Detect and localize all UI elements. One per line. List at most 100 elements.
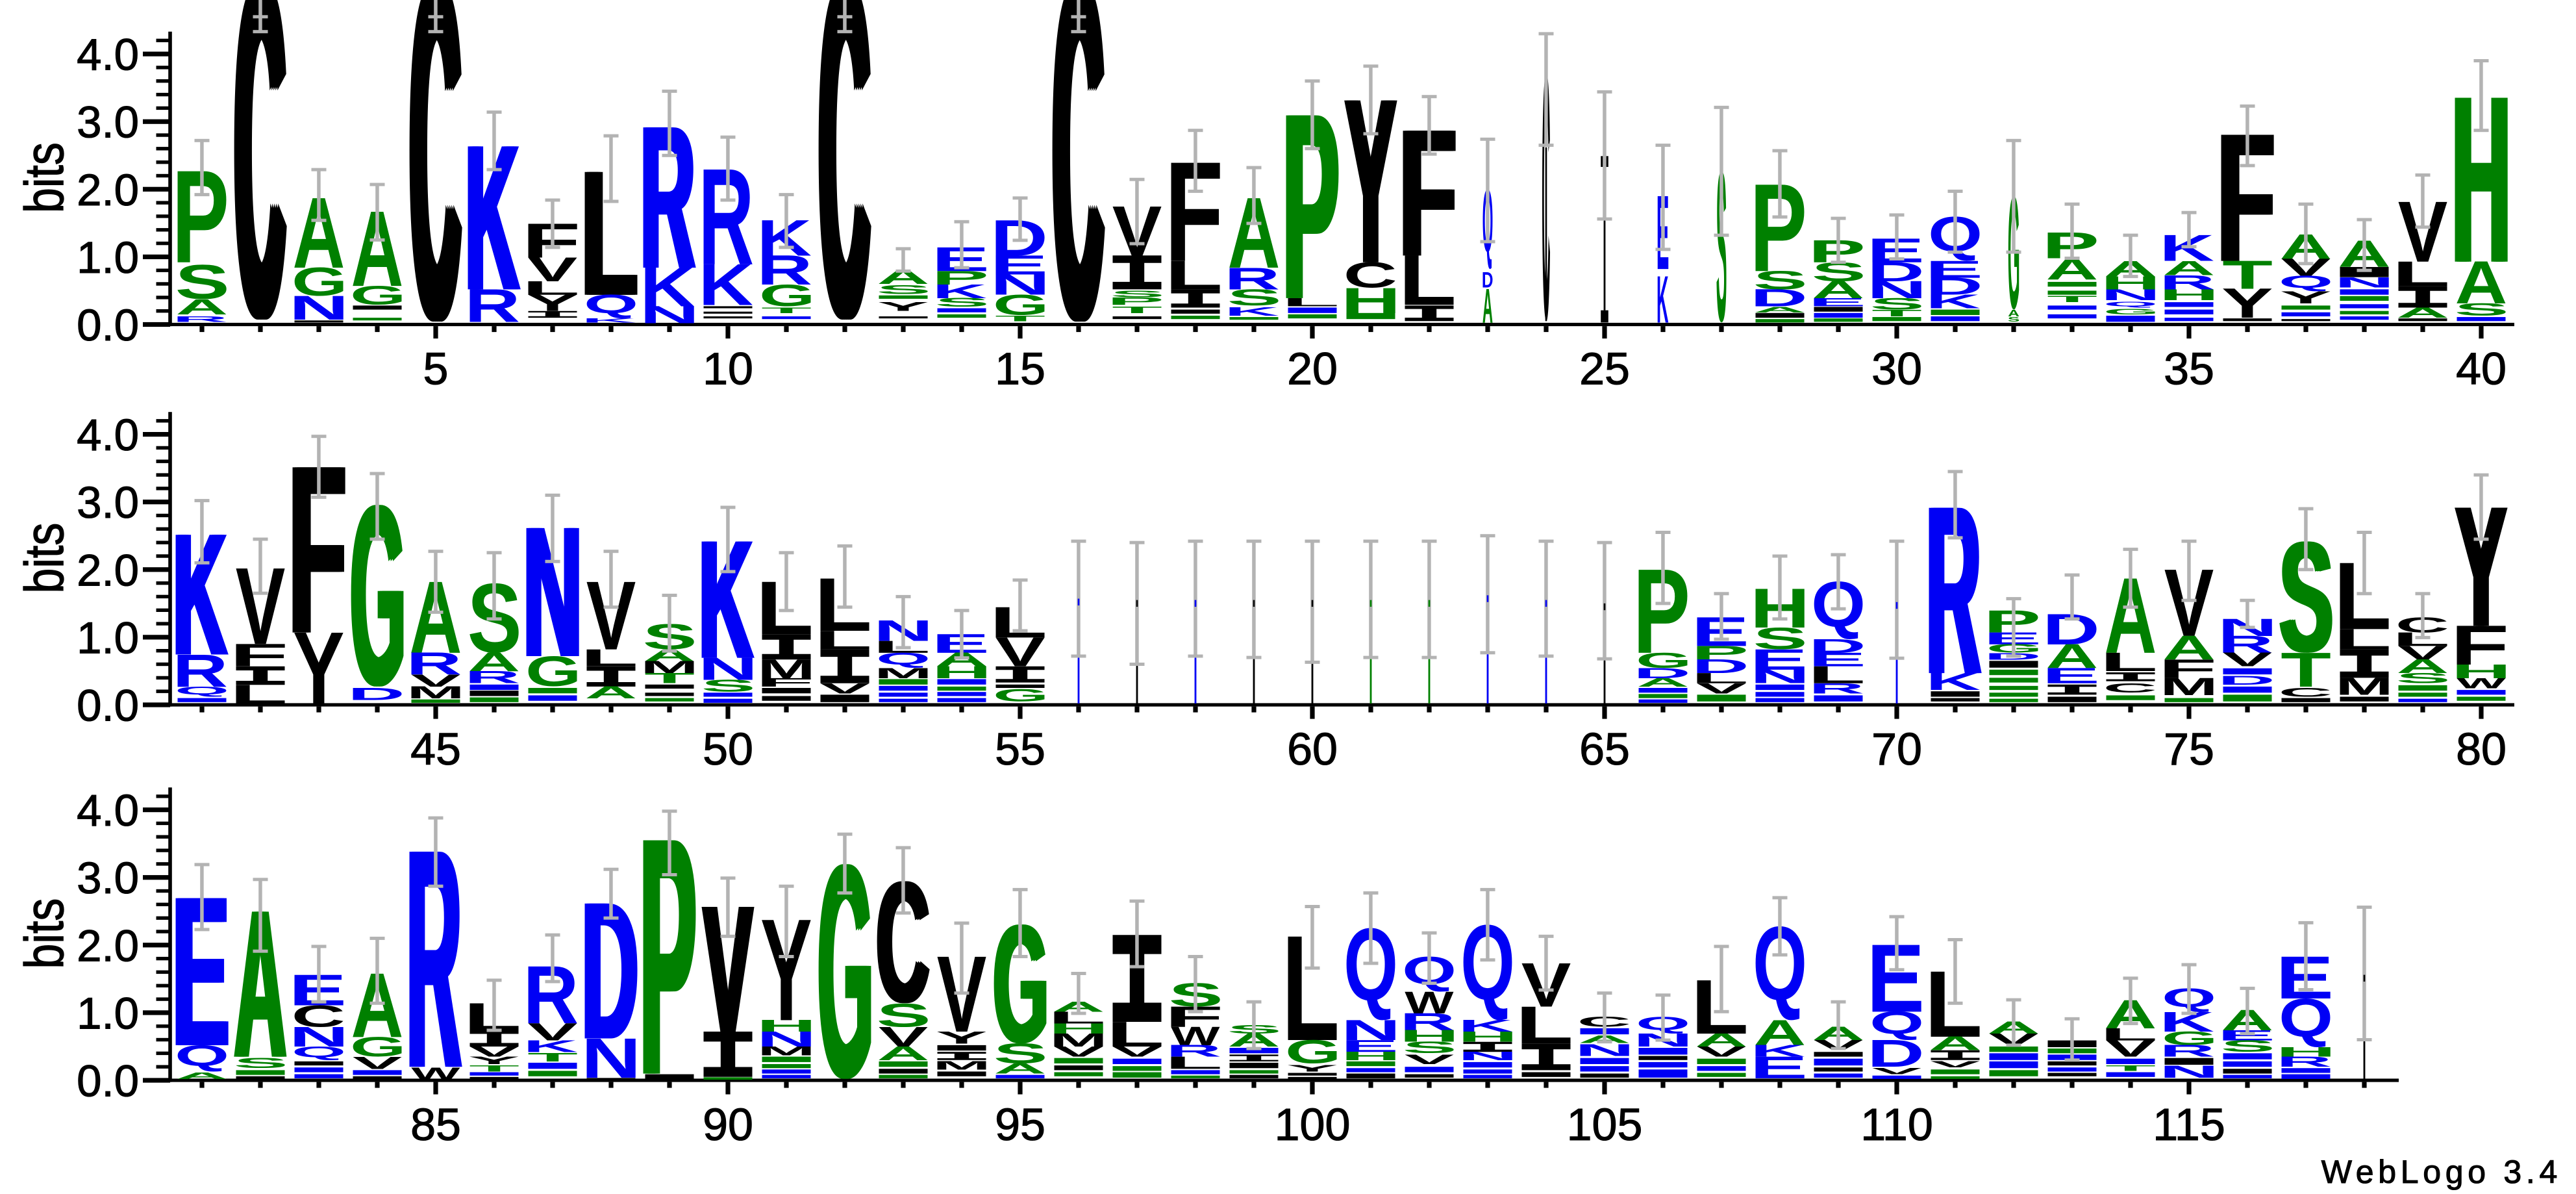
svg-text:S: S: [1110, 288, 1165, 299]
svg-text:T: T: [2105, 1064, 2156, 1073]
svg-text:L: L: [1808, 661, 1866, 688]
svg-text:105: 105: [1567, 1099, 1643, 1150]
svg-text:V: V: [879, 1021, 929, 1053]
svg-text:R: R: [2277, 1054, 2332, 1070]
svg-text:C: C: [1053, 0, 1103, 419]
svg-text:Y: Y: [468, 1054, 519, 1067]
svg-text:Y: Y: [877, 299, 929, 314]
svg-text:R: R: [1809, 680, 1865, 696]
svg-text:K: K: [1225, 305, 1279, 318]
svg-text:V: V: [1405, 1052, 1455, 1067]
svg-text:P: P: [1692, 642, 1749, 664]
svg-text:K: K: [697, 505, 751, 694]
svg-text:K: K: [640, 255, 695, 318]
svg-text:S: S: [935, 296, 990, 309]
svg-text:C: C: [233, 0, 282, 416]
svg-text:C: C: [816, 0, 865, 416]
svg-text:E: E: [990, 250, 1048, 281]
svg-text:V: V: [1872, 1067, 1922, 1076]
svg-text:N: N: [525, 488, 584, 696]
svg-text:50: 50: [703, 724, 753, 774]
svg-text:R: R: [405, 785, 459, 1134]
svg-text:A: A: [2163, 257, 2216, 279]
svg-text:R: R: [1924, 457, 1979, 725]
svg-text:C: C: [823, 0, 873, 416]
svg-text:L: L: [1691, 670, 1749, 686]
svg-text:V: V: [1697, 1043, 1747, 1060]
svg-text:N: N: [2159, 1061, 2219, 1082]
svg-text:S: S: [2277, 509, 2331, 685]
svg-text:S: S: [1716, 128, 1727, 366]
svg-text:75: 75: [2164, 724, 2214, 774]
svg-text:H: H: [2159, 286, 2219, 304]
svg-text:Q: Q: [292, 1043, 346, 1060]
svg-text:25: 25: [1579, 344, 1630, 394]
svg-text:90: 90: [703, 1099, 753, 1150]
svg-text:C: C: [818, 0, 867, 416]
svg-text:C: C: [414, 0, 464, 419]
svg-text:C: C: [237, 0, 286, 416]
svg-text:1.0: 1.0: [77, 988, 139, 1038]
svg-text:G: G: [820, 802, 875, 1141]
svg-text:R: R: [2160, 271, 2216, 294]
svg-text:E: E: [1808, 296, 1866, 309]
svg-text:N: N: [757, 1027, 816, 1051]
svg-text:95: 95: [995, 1099, 1045, 1150]
svg-text:L: L: [579, 134, 636, 333]
svg-text:T: T: [2047, 294, 2097, 304]
svg-text:K: K: [757, 210, 812, 267]
svg-text:N: N: [2334, 274, 2394, 290]
svg-text:H: H: [1049, 1021, 1108, 1037]
svg-text:D: D: [1867, 257, 1924, 287]
svg-text:S: S: [175, 255, 230, 309]
svg-text:R: R: [465, 668, 521, 687]
svg-text:A: A: [176, 295, 229, 319]
svg-text:A: A: [877, 1043, 930, 1064]
svg-text:V: V: [1112, 1043, 1162, 1060]
svg-text:V: V: [528, 1019, 578, 1046]
svg-text:N: N: [2101, 286, 2160, 304]
svg-text:V: V: [820, 680, 870, 696]
svg-text:V: V: [2223, 648, 2273, 670]
svg-text:Y: Y: [1347, 50, 1398, 313]
svg-text:15: 15: [995, 344, 1045, 394]
svg-text:Q: Q: [2279, 272, 2333, 292]
svg-text:3.0: 3.0: [77, 853, 139, 903]
svg-text:Q: Q: [1869, 1005, 1924, 1041]
svg-text:K: K: [463, 101, 517, 333]
svg-text:C: C: [874, 846, 927, 1039]
svg-text:Y: Y: [2280, 288, 2331, 307]
svg-text:W: W: [1171, 1022, 1220, 1051]
svg-text:bits: bits: [14, 142, 75, 213]
svg-text:C: C: [408, 0, 458, 419]
svg-text:Y: Y: [936, 1028, 987, 1047]
svg-text:A: A: [1754, 1012, 1807, 1052]
svg-text:P: P: [638, 767, 694, 1146]
svg-text:G: G: [2162, 1028, 2218, 1049]
svg-text:V: V: [1697, 680, 1747, 696]
svg-text:C: C: [406, 0, 456, 419]
svg-text:E: E: [1341, 1037, 1399, 1056]
svg-text:Q: Q: [2279, 988, 2333, 1048]
svg-text:G: G: [292, 260, 347, 305]
svg-text:V: V: [1931, 1060, 1981, 1069]
svg-text:N: N: [1341, 1014, 1401, 1047]
svg-text:100: 100: [1275, 1099, 1351, 1150]
svg-text:E: E: [1808, 648, 1866, 670]
svg-text:Q: Q: [175, 684, 229, 696]
svg-text:H: H: [2276, 1045, 2336, 1060]
svg-text:D: D: [347, 684, 405, 704]
svg-text:S: S: [877, 283, 931, 296]
svg-text:35: 35: [2164, 344, 2214, 394]
svg-text:K: K: [582, 317, 636, 324]
svg-text:A: A: [2046, 637, 2099, 676]
svg-text:C: C: [1051, 0, 1101, 419]
svg-text:R: R: [465, 279, 521, 332]
svg-text:T: T: [1871, 308, 1922, 319]
svg-text:1.0: 1.0: [77, 233, 139, 283]
svg-text:S: S: [1753, 622, 1808, 656]
svg-text:T: T: [1112, 304, 1162, 315]
svg-text:S: S: [1227, 285, 1282, 311]
svg-text:110: 110: [1860, 1099, 1933, 1150]
svg-text:2.0: 2.0: [77, 545, 139, 595]
